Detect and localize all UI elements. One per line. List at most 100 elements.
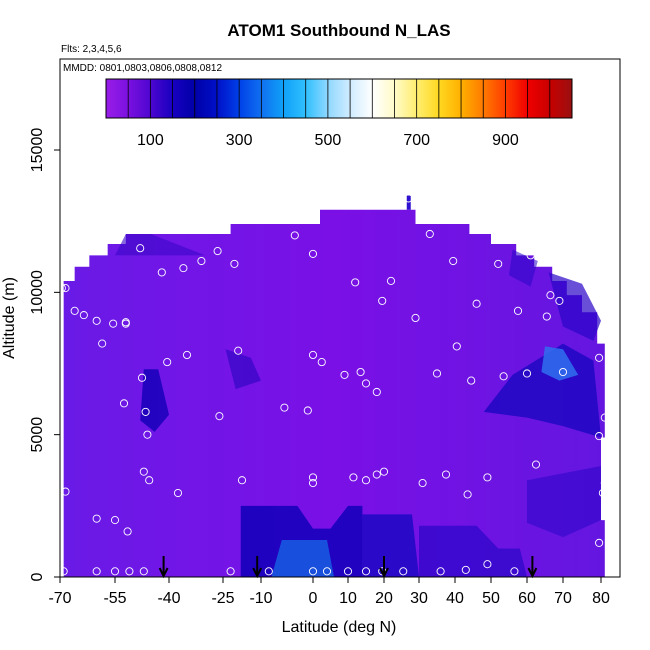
sample-point-51 <box>411 313 420 323</box>
sample-point-92 <box>404 194 413 203</box>
sample-point-70 <box>600 479 609 488</box>
sample-point-11 <box>137 373 147 382</box>
x-tick-label: 10 <box>339 590 357 607</box>
sample-point-26 <box>179 264 188 273</box>
sample-point-16 <box>145 476 154 485</box>
sample-point-66 <box>595 353 604 362</box>
sample-point-40 <box>317 358 326 367</box>
sample-point-90 <box>483 560 492 569</box>
sample-point-34 <box>173 488 183 498</box>
colorbar-tick-label: 500 <box>315 132 342 149</box>
x-axis-label: Latitude (deg N) <box>282 619 397 636</box>
sample-point-23 <box>139 567 148 576</box>
sample-point-73 <box>441 470 451 479</box>
heatmap-region-11 <box>527 465 601 538</box>
sample-point-21 <box>110 567 120 576</box>
colorbar-gradient <box>106 79 572 118</box>
colorbar: 100 300 500 700 900 <box>105 78 573 149</box>
sample-point-72 <box>418 479 427 488</box>
x-tick-label: -40 <box>157 590 180 607</box>
x-tick-label: -25 <box>211 590 234 607</box>
sample-point-63 <box>499 372 508 381</box>
x-tick-label: 40 <box>446 590 464 607</box>
x-tick-label: 20 <box>375 590 393 607</box>
heatmap-region-9 <box>548 272 601 341</box>
sample-point-58 <box>513 306 523 315</box>
sample-point-59 <box>542 312 551 321</box>
x-tick-label: -70 <box>48 590 71 607</box>
sample-point-14 <box>143 430 152 439</box>
x-axis: -70 -55 -40 -25 -10 0 10 20 30 40 50 60 70 80 <box>48 577 610 607</box>
sample-point-35 <box>237 476 247 485</box>
sample-point-36 <box>226 567 235 576</box>
x-tick-label: 50 <box>482 590 500 607</box>
heatmap-region-5 <box>362 514 419 577</box>
y-axis-label: Altitude (m) <box>1 277 18 359</box>
sample-point-33 <box>215 412 224 421</box>
arrow-marker-1 <box>252 556 263 579</box>
sample-point-7 <box>98 339 107 348</box>
sample-point-31 <box>182 350 192 360</box>
sample-point-43 <box>308 473 318 482</box>
sample-point-55 <box>526 251 535 260</box>
y-tick-label: 15000 <box>29 128 46 173</box>
y-tick-label: 10000 <box>29 270 46 315</box>
sample-point-45 <box>340 370 349 379</box>
sample-point-47 <box>361 379 371 388</box>
heatmap-region-0 <box>115 233 205 256</box>
sample-point-53 <box>449 256 458 266</box>
sample-point-4 <box>70 306 79 315</box>
sample-point-91 <box>510 567 519 576</box>
sample-point-80 <box>595 538 604 547</box>
sample-point-74 <box>463 490 472 499</box>
sample-point-5 <box>79 311 88 320</box>
heatmap-region-2 <box>225 349 261 390</box>
sample-point-39 <box>308 350 318 360</box>
sample-point-0 <box>57 284 66 293</box>
sample-point-22 <box>125 567 134 576</box>
plot-frame <box>59 58 621 578</box>
heatmap-region-4 <box>271 539 334 577</box>
arrow-marker-0 <box>158 556 169 579</box>
chart-title: ATOM1 Southbound N_LAS <box>227 21 450 40</box>
sample-point-61 <box>432 369 442 378</box>
colorbar-tick-label: 700 <box>403 132 430 149</box>
sample-point-52 <box>425 229 434 239</box>
sample-point-29 <box>230 259 239 268</box>
sample-points <box>57 194 609 576</box>
heatmap-field <box>63 195 605 577</box>
sample-point-79 <box>379 467 389 476</box>
heatmap-region-6 <box>419 525 527 577</box>
sample-point-18 <box>110 516 120 525</box>
heatmap-background <box>63 209 605 577</box>
sample-point-38 <box>308 249 318 258</box>
sample-point-85 <box>361 567 371 576</box>
sample-point-2 <box>61 487 70 496</box>
flights-annotation: Flts: 2,3,4,5,6 <box>61 44 122 55</box>
sample-point-8 <box>109 319 118 328</box>
sample-point-19 <box>123 527 132 536</box>
y-tick-label: 5000 <box>29 417 46 453</box>
heatmap-region-1 <box>140 369 169 432</box>
sample-point-46 <box>356 367 365 377</box>
x-tick-label: 60 <box>518 590 536 607</box>
sample-point-25 <box>157 268 166 277</box>
sample-point-67 <box>600 413 609 422</box>
sample-point-20 <box>92 567 101 576</box>
sample-point-41 <box>280 403 289 412</box>
sample-point-94 <box>386 276 396 285</box>
x-tick-label: 70 <box>554 590 572 607</box>
colorbar-tick-label: 900 <box>492 132 519 149</box>
sample-point-37 <box>290 231 299 240</box>
sample-point-49 <box>351 278 360 287</box>
x-tick-label: 0 <box>309 590 318 607</box>
sample-point-60 <box>452 342 461 351</box>
sample-point-82 <box>308 567 318 576</box>
sample-point-89 <box>461 565 470 574</box>
x-tick-label: 30 <box>410 590 428 607</box>
arrow-markers <box>158 556 538 579</box>
sample-point-6 <box>92 316 101 325</box>
colorbar-frame <box>105 78 573 119</box>
arrow-marker-3 <box>527 556 538 579</box>
